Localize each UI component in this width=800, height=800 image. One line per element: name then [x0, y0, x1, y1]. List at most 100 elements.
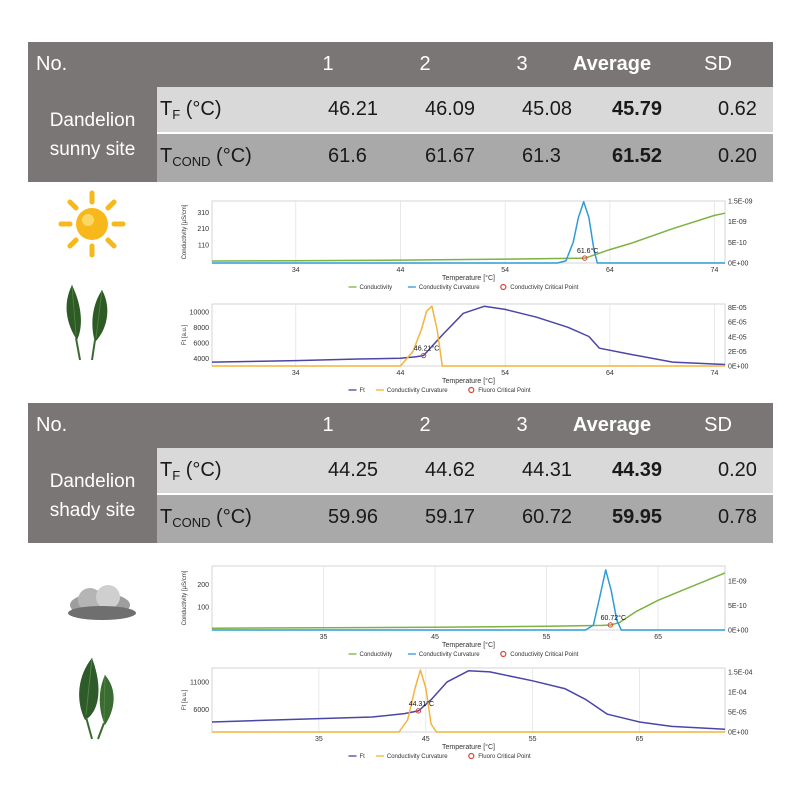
plot-area [211, 200, 726, 264]
legend-swatch [468, 386, 475, 394]
y2-tick-label: 5E-10 [728, 240, 747, 247]
cell-average: 61.52 [612, 145, 663, 167]
x-tick-label: 65 [636, 736, 644, 743]
header-no: No. [36, 53, 68, 75]
series-line-conductivity [211, 572, 726, 629]
x-tick-label: 35 [320, 634, 328, 641]
y2-tick-label: 1.5E-04 [728, 670, 753, 677]
chart-shady-conductivity: 35 45 55 65 100 200 1E-09 5E-10 0E+00 Temperature… [180, 560, 770, 660]
cell-value: 60.72 [522, 506, 573, 528]
cell-value: 59.17 [425, 506, 476, 528]
cell-value: 46.21 [328, 98, 379, 120]
legend-entry: Ft [360, 754, 366, 760]
y-tick-label: 10000 [190, 309, 210, 316]
plot-area [211, 565, 726, 631]
shady-table: No. 1 2 3 Average SD Dandelion shady sit… [28, 403, 773, 543]
x-tick-label: 55 [529, 736, 537, 743]
table-row-tcond: TCOND (°C) 59.96 59.17 60.72 59.95 0.78 [157, 495, 773, 543]
y2-tick-label: 4E-05 [728, 334, 747, 341]
critical-point-label: 60.72°C [601, 614, 626, 622]
y-tick-label: 210 [197, 226, 209, 233]
legend-entry: Conductivity Critical Point [510, 285, 578, 291]
x-tick-label: 35 [315, 736, 323, 743]
x-tick-label: 74 [711, 370, 719, 377]
y2-tick-label: 8E-05 [728, 305, 747, 312]
y2-tick-label: 1E-09 [728, 578, 747, 585]
y2-tick-label: 2E-05 [728, 349, 747, 356]
legend-entry: Conductivity [360, 652, 393, 658]
y-tick-label: 310 [197, 210, 209, 217]
legend-entry: Conductivity [360, 285, 393, 291]
var-label-tf: TF (°C) [160, 459, 222, 483]
y-axis-label: Conductivity [µS/cm] [182, 204, 188, 259]
x-tick-label: 65 [654, 634, 662, 641]
y2-tick-label: 5E-05 [728, 710, 747, 717]
critical-point-label: 44.31°C [409, 700, 434, 708]
y2-tick-label: 5E-10 [728, 603, 747, 610]
series-line-conductivity-curvature [212, 201, 725, 264]
x-tick-label: 74 [711, 267, 719, 274]
cell-sd: 0.78 [718, 506, 757, 528]
legend-swatch [468, 752, 475, 760]
legend-entry: Conductivity Curvature [387, 388, 448, 394]
cell-value: 59.96 [328, 506, 379, 528]
header-no: No. [36, 414, 68, 436]
x-tick-label: 45 [431, 634, 439, 641]
leaf-icon [70, 655, 125, 740]
cloud-icon [60, 583, 140, 623]
cell-value: 61.6 [328, 145, 367, 167]
y2-tick-label: 0E+00 [728, 628, 749, 635]
x-tick-label: 64 [606, 267, 614, 274]
legend-swatch [500, 283, 507, 291]
cell-value: 44.25 [328, 459, 379, 481]
x-axis-label: Temperature [°C] [442, 743, 495, 751]
y-tick-label: 6000 [193, 707, 209, 714]
site-label: Dandelion shady site [28, 448, 157, 543]
x-tick-label: 54 [501, 267, 509, 274]
y-tick-label: 4000 [193, 356, 209, 363]
chart-sunny-fluorescence: 34 44 54 64 74 4000 6000 8000 10000 8E-05 6E-05 4E-… [180, 298, 770, 396]
legend-entry: Conductivity Critical Point [510, 652, 578, 658]
y-tick-label: 6000 [193, 340, 209, 347]
cell-average: 44.39 [612, 459, 663, 481]
x-tick-label: 55 [543, 634, 551, 641]
table-row-tf: TF (°C) 46.21 46.09 45.08 45.79 0.62 [157, 87, 773, 132]
cell-value: 44.62 [425, 459, 476, 481]
x-tick-label: 54 [501, 370, 509, 377]
critical-point [582, 255, 588, 261]
x-tick-label: 34 [292, 267, 300, 274]
cell-sd: 0.20 [718, 459, 757, 481]
sunny-table: No. 1 2 3 Average SD Dandelion sunny sit… [28, 42, 773, 182]
legend-entry: Fluoro Critical Point [478, 388, 531, 394]
chart-shady-fluorescence: 35 45 55 65 6000 11000 1.5E-04 1E-04 5E-05 0E+00 T… [180, 662, 770, 762]
x-axis-label: Temperature [°C] [442, 641, 495, 649]
series-line-conductivity-curvature [212, 569, 725, 631]
x-tick-label: 44 [397, 267, 405, 274]
critical-point [415, 708, 422, 714]
y2-tick-label: 0E+00 [728, 364, 749, 371]
y-tick-label: 8000 [193, 325, 209, 332]
y-axis-label: Ft [a.u.] [182, 324, 188, 345]
legend-entry: Fluoro Critical Point [478, 754, 531, 760]
table-header-row: No. 1 2 3 Average SD [28, 403, 773, 448]
sun-icon [58, 190, 126, 258]
y-tick-label: 110 [198, 243, 209, 250]
y2-tick-label: 0E+00 [728, 730, 749, 737]
critical-point-label: 61.6°C [577, 247, 598, 255]
cell-sd: 0.62 [718, 98, 757, 120]
x-axis-label: Temperature [°C] [442, 377, 495, 385]
cell-average: 45.79 [612, 98, 663, 120]
table-header-row: No. 1 2 3 Average SD [28, 42, 773, 87]
y-axis-label: Conductivity [µS/cm] [182, 570, 188, 625]
legend-entry: Conductivity Curvature [387, 754, 448, 760]
leaf-icon [62, 280, 117, 362]
cell-value: 44.31 [522, 459, 573, 481]
y-tick-label: 11000 [190, 679, 209, 686]
x-tick-label: 34 [292, 370, 300, 377]
series-line-conductivity-curvature [212, 669, 725, 733]
var-label-tf: TF (°C) [160, 98, 222, 122]
critical-point [607, 622, 614, 628]
table-row-tf: TF (°C) 44.25 44.62 44.31 44.39 0.20 [157, 448, 773, 493]
y-tick-label: 100 [197, 605, 209, 612]
